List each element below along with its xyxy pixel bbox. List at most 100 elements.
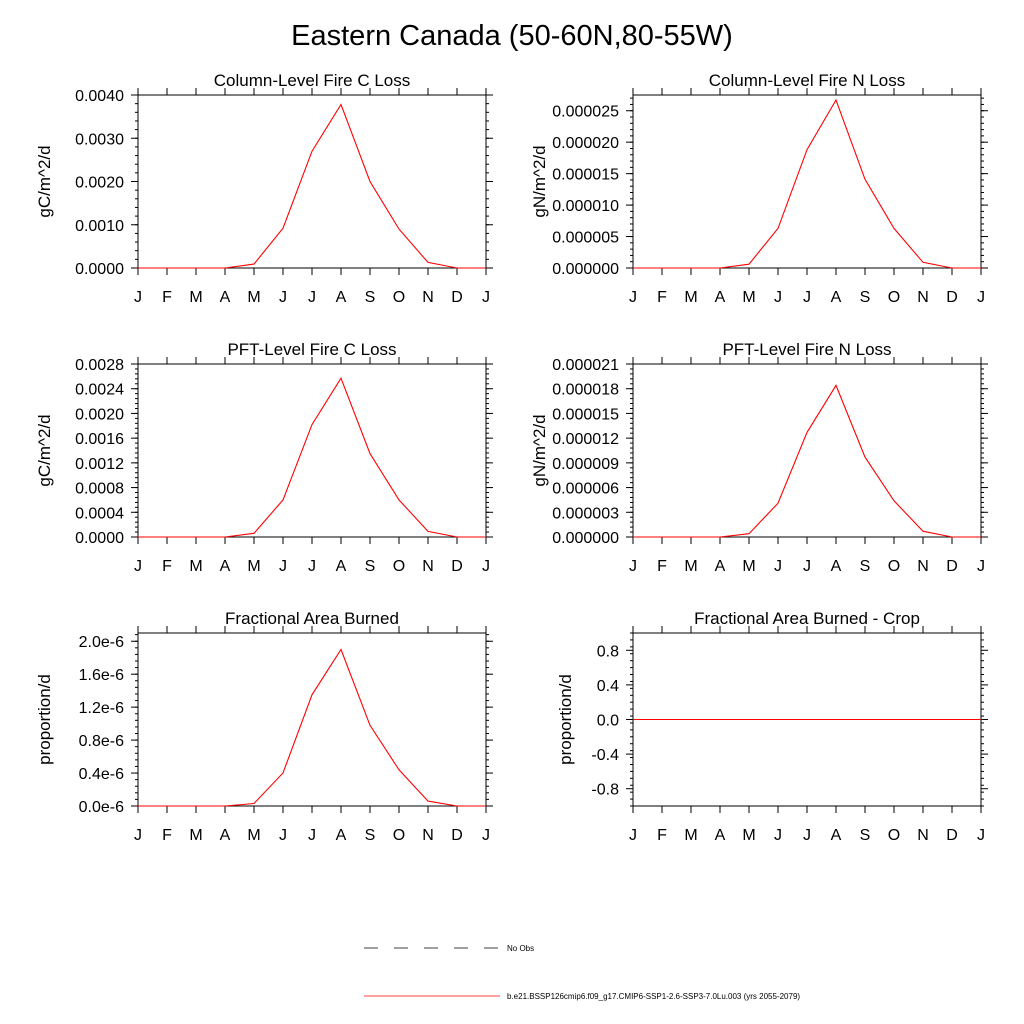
y-tick-label: 0.0028 — [75, 357, 124, 374]
x-tick-label: S — [365, 558, 376, 575]
x-tick-label: A — [220, 558, 231, 575]
x-tick-label: J — [629, 827, 637, 844]
x-tick-label: J — [629, 558, 637, 575]
x-tick-label: O — [393, 558, 405, 575]
y-tick-label: 0.0020 — [75, 406, 124, 423]
x-tick-label: N — [917, 558, 929, 575]
x-tick-label: J — [308, 558, 316, 575]
x-tick-label: A — [336, 289, 347, 306]
y-tick-label: 0.000000 — [552, 261, 619, 278]
y-tick-label: 0.0012 — [75, 456, 124, 473]
x-tick-label: M — [742, 827, 755, 844]
x-tick-label: S — [860, 289, 871, 306]
y-tick-label: 1.2e-6 — [79, 700, 124, 717]
y-tick-label: 0.0030 — [75, 131, 124, 148]
x-tick-label: J — [134, 289, 142, 306]
plot-frame — [137, 363, 487, 538]
x-tick-label: N — [422, 827, 434, 844]
x-tick-label: A — [831, 558, 842, 575]
x-tick-label: M — [247, 827, 260, 844]
y-tick-label: 0.0004 — [75, 505, 124, 522]
x-tick-label: A — [715, 558, 726, 575]
x-tick-label: S — [365, 827, 376, 844]
y-tick-label: 0.000018 — [552, 382, 619, 399]
plot-frame — [632, 363, 982, 538]
series-line — [633, 98, 981, 269]
x-tick-label: N — [917, 289, 929, 306]
x-tick-label: J — [977, 558, 985, 575]
x-tick-label: F — [162, 558, 172, 575]
plot-frame — [137, 632, 487, 807]
x-tick-label: D — [451, 289, 463, 306]
x-tick-label: J — [774, 827, 782, 844]
y-tick-label: 0.0000 — [75, 530, 124, 547]
x-tick-label: F — [657, 289, 667, 306]
x-tick-label: J — [774, 289, 782, 306]
x-tick-label: M — [189, 558, 202, 575]
x-tick-label: M — [189, 827, 202, 844]
x-tick-label: J — [134, 827, 142, 844]
y-tick-label: 0.000000 — [552, 530, 619, 547]
panel-title: Fractional Area Burned - Crop — [694, 609, 920, 628]
y-axis-label: proportion/d — [556, 674, 575, 765]
legend-obs-label: No Obs — [507, 944, 534, 953]
x-tick-label: D — [946, 558, 958, 575]
x-tick-label: J — [774, 558, 782, 575]
x-tick-label: N — [422, 289, 434, 306]
x-tick-label: M — [742, 289, 755, 306]
y-axis-label: gN/m^2/d — [530, 145, 549, 217]
x-tick-label: J — [279, 289, 287, 306]
x-tick-label: M — [742, 558, 755, 575]
y-tick-label: -0.4 — [591, 747, 619, 764]
x-tick-label: D — [946, 289, 958, 306]
y-tick-label: 0.8 — [597, 643, 619, 660]
y-tick-label: 0.000003 — [552, 505, 619, 522]
y-tick-label: 0.8e-6 — [79, 733, 124, 750]
x-tick-label: F — [162, 289, 172, 306]
y-tick-label: 0.000012 — [552, 431, 619, 448]
y-tick-label: 0.0040 — [75, 88, 124, 105]
y-tick-label: 0.0008 — [75, 481, 124, 498]
x-tick-label: O — [888, 827, 900, 844]
legend-model-label: b.e21.BSSP126cmip6.f09_g17.CMIP6-SSP1-2.… — [507, 992, 800, 1001]
x-tick-label: J — [803, 289, 811, 306]
x-tick-label: O — [888, 558, 900, 575]
y-tick-label: 1.6e-6 — [79, 667, 124, 684]
x-tick-label: F — [657, 558, 667, 575]
y-tick-label: 0.4e-6 — [79, 766, 124, 783]
series-line — [633, 384, 981, 538]
y-tick-label: 0.4 — [597, 678, 619, 695]
x-tick-label: F — [657, 827, 667, 844]
x-tick-label: J — [482, 827, 490, 844]
x-tick-label: J — [279, 558, 287, 575]
x-tick-label: A — [831, 827, 842, 844]
y-tick-label: 0.000005 — [552, 230, 619, 247]
x-tick-label: N — [917, 827, 929, 844]
y-axis-label: gN/m^2/d — [530, 414, 549, 486]
x-tick-label: D — [451, 827, 463, 844]
y-tick-label: -0.8 — [591, 782, 619, 799]
y-tick-label: 0.0024 — [75, 382, 124, 399]
panel-title: Fractional Area Burned — [225, 609, 399, 628]
y-tick-label: 0.000021 — [552, 357, 619, 374]
y-tick-label: 0.0e-6 — [79, 799, 124, 816]
x-tick-label: J — [308, 289, 316, 306]
y-tick-label: 0.000020 — [552, 135, 619, 152]
y-axis-label: proportion/d — [35, 674, 54, 765]
x-tick-label: O — [393, 827, 405, 844]
x-tick-label: F — [162, 827, 172, 844]
x-tick-label: M — [684, 827, 697, 844]
x-tick-label: S — [365, 289, 376, 306]
y-axis-label: gC/m^2/d — [35, 414, 54, 486]
y-tick-label: 0.000010 — [552, 198, 619, 215]
x-tick-label: M — [684, 289, 697, 306]
y-tick-label: 0.000025 — [552, 104, 619, 121]
y-tick-label: 0.0020 — [75, 175, 124, 192]
series-line — [138, 376, 486, 538]
y-axis-label: gC/m^2/d — [35, 145, 54, 217]
